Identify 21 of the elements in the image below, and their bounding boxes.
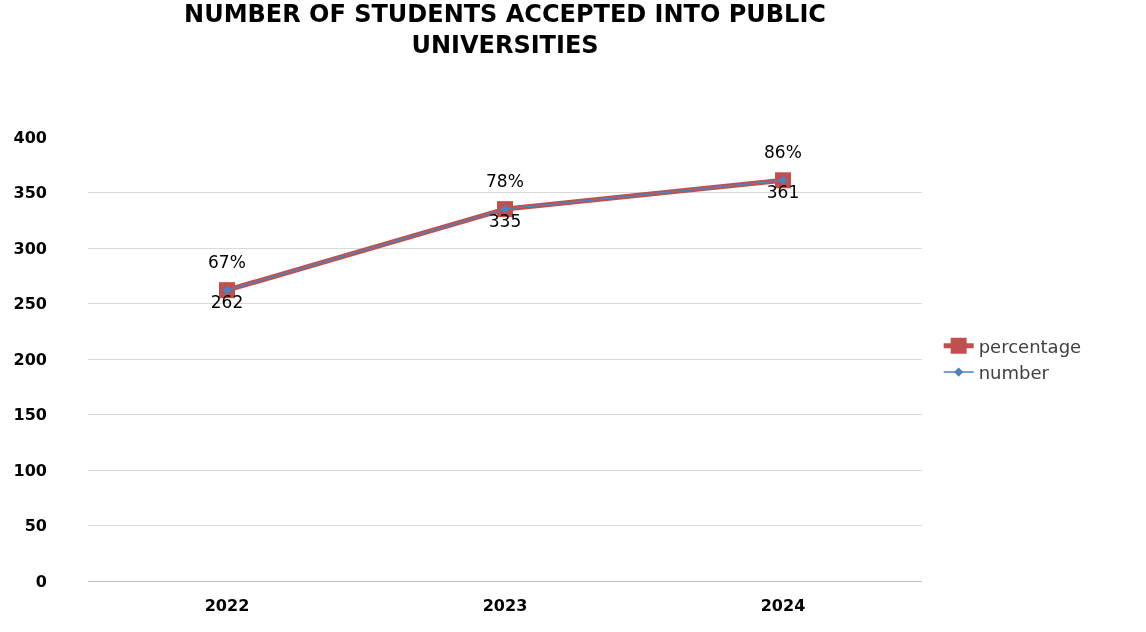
annotation: 78% [486,171,524,191]
annotation: 86% [764,142,802,162]
y-tick-label: 400 [13,127,47,147]
y-tick-label: 200 [13,349,47,369]
y-tick-label: 100 [13,460,47,480]
legend-label: percentage [978,335,1082,357]
chart-title: NUMBER OF STUDENTS ACCEPTED INTO PUBLIC UNIVERSITIES [184,0,826,60]
x-tick-label: 2024 [760,596,806,616]
y-tick-label: 350 [13,183,47,203]
data-label: 262 [210,292,244,313]
legend-label: number [978,362,1050,384]
x-tick-label: 2023 [482,596,528,616]
annotation: 67% [208,252,246,272]
x-tick-label: 2022 [204,596,250,616]
y-tick-label: 300 [13,238,47,258]
y-tick-label: 250 [13,294,47,314]
data-label: 361 [766,182,800,203]
y-tick-label: 150 [13,405,47,425]
y-tick-label: 0 [35,571,47,591]
data-label: 335 [488,211,522,232]
y-tick-label: 50 [24,516,47,536]
